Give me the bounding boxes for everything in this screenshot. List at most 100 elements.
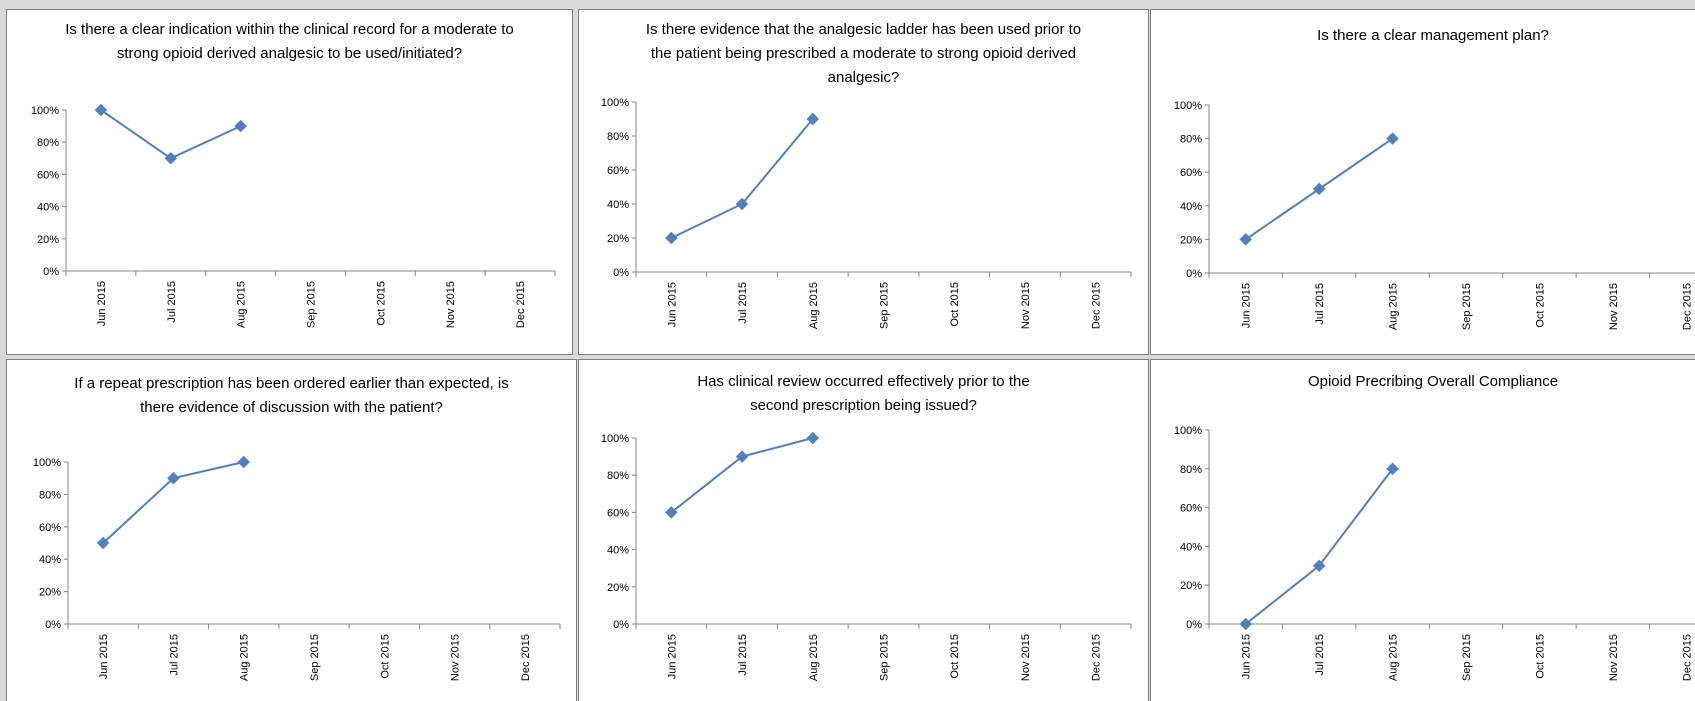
x-tick-label: Dec 2015: [1091, 634, 1103, 681]
x-tick-label: Oct 2015: [375, 281, 387, 326]
data-point: [665, 506, 678, 519]
y-tick-label: 20%: [39, 587, 61, 599]
data-point: [237, 455, 251, 469]
chart-panel-management-plan: Is there a clear management plan? 0% 20% 4…: [1150, 9, 1695, 355]
y-tick-label: 80%: [607, 470, 629, 482]
data-point: [806, 112, 820, 126]
y-tick-label: 20%: [37, 234, 59, 246]
y-tick-label: 60%: [1180, 167, 1202, 179]
x-tick-label: Jul 2015: [737, 282, 749, 324]
y-tick-label: 60%: [39, 522, 61, 534]
x-tick-label: Aug 2015: [236, 281, 248, 328]
y-tick-label: 40%: [607, 199, 629, 211]
x-tick-label: Aug 2015: [808, 282, 820, 329]
y-tick-label: 60%: [607, 165, 629, 177]
x-tick-label: Sep 2015: [1461, 283, 1473, 330]
x-tick-label: Aug 2015: [1388, 634, 1400, 681]
y-tick-label: 60%: [607, 507, 629, 519]
data-point: [1312, 559, 1326, 573]
y-tick-label: 0%: [43, 266, 59, 278]
data-point: [1386, 132, 1399, 145]
y-tick-label: 20%: [607, 582, 629, 594]
data-point: [1386, 462, 1399, 476]
chart-panel-repeat-prescription: If a repeat prescription has been ordere…: [6, 359, 577, 701]
y-tick-label: 40%: [39, 554, 61, 566]
x-tick-label: Aug 2015: [1388, 283, 1400, 330]
x-tick-label: Nov 2015: [1020, 634, 1032, 681]
y-tick-label: 20%: [1180, 580, 1202, 592]
x-tick-label: Nov 2015: [1608, 634, 1620, 681]
y-tick-label: 40%: [607, 545, 629, 557]
chart-plot: 0% 20% 40% 60% 80% 100% Jun 2015 Jul 2015 Aug 20…: [1174, 100, 1695, 330]
chart-panel-analgesic-ladder: Is there evidence that the analgesic lad…: [578, 9, 1149, 355]
chart-title: Is there a clear management plan?: [1317, 27, 1549, 44]
y-tick-label: 60%: [1180, 503, 1202, 515]
chart-title: If a repeat prescription has been ordere…: [74, 375, 509, 416]
x-tick-label: Jul 2015: [737, 634, 749, 676]
y-tick-label: 0%: [45, 619, 61, 631]
x-tick-label: Nov 2015: [1020, 282, 1032, 329]
y-tick-label: 0%: [613, 267, 629, 279]
y-tick-label: 100%: [601, 433, 629, 445]
chart-title: Has clinical review occurred effectively…: [697, 373, 1030, 414]
chart-plot: 0% 20% 40% 60% 80% 100% Jun 2015 Jul 2015 Aug 20…: [1174, 425, 1695, 681]
x-tick-label: Oct 2015: [1534, 283, 1546, 328]
x-tick-label: Jul 2015: [168, 634, 180, 676]
chart-plot: 0% 20% 40% 60% 80% 100% Jun 2015 Jul 2015 Aug 20…: [601, 97, 1132, 329]
x-tick-label: Sep 2015: [1461, 634, 1473, 681]
x-tick-label: Jun 2015: [666, 634, 678, 679]
y-tick-label: 100%: [33, 457, 61, 469]
y-tick-label: 80%: [607, 131, 629, 143]
x-tick-label: Sep 2015: [306, 281, 318, 328]
data-point: [1239, 233, 1253, 246]
y-tick-label: 100%: [601, 97, 629, 109]
y-tick-label: 20%: [1180, 234, 1202, 246]
chart-plot: 0% 20% 40% 60% 80% 100% Jun 2015 Jul 2015 Aug 20…: [33, 455, 561, 681]
x-tick-label: Jun 2015: [98, 634, 110, 679]
y-tick-label: 20%: [607, 233, 629, 245]
y-tick-label: 100%: [1174, 425, 1202, 437]
chart-plot: 0% 20% 40% 60% 80% 100% Jun 2015 Jul 2015 Aug 20…: [601, 431, 1132, 681]
chart-panel-clear-indication: Is there a clear indication within the c…: [6, 9, 573, 355]
x-tick-label: Dec 2015: [1681, 634, 1693, 681]
x-tick-label: Oct 2015: [1534, 634, 1546, 679]
x-tick-label: Jul 2015: [1314, 283, 1326, 325]
data-point: [735, 197, 749, 211]
y-tick-label: 40%: [1180, 541, 1202, 553]
x-tick-label: Dec 2015: [1091, 282, 1103, 329]
data-point: [1312, 182, 1326, 196]
x-tick-label: Jul 2015: [1314, 634, 1326, 676]
chart-title: Is there evidence that the analgesic lad…: [645, 21, 1082, 86]
data-point: [167, 471, 180, 485]
data-point: [735, 450, 749, 463]
x-tick-label: Jun 2015: [666, 282, 678, 327]
data-point: [665, 231, 678, 245]
x-tick-label: Dec 2015: [515, 281, 527, 328]
chart-panel-clinical-review: Has clinical review occurred effectively…: [578, 359, 1149, 701]
x-tick-label: Sep 2015: [879, 282, 891, 329]
y-tick-label: 0%: [1186, 268, 1202, 280]
y-tick-label: 80%: [1180, 134, 1202, 146]
series-line: [1245, 468, 1394, 625]
x-tick-label: Oct 2015: [949, 634, 961, 679]
y-tick-label: 80%: [1180, 464, 1202, 476]
x-tick-label: Oct 2015: [379, 634, 391, 679]
x-tick-label: Aug 2015: [808, 634, 820, 681]
chart-panel-overall-compliance: Opioid Precribing Overall Compliance 0% 2…: [1150, 359, 1695, 701]
series-line: [670, 437, 814, 514]
y-tick-label: 0%: [1186, 619, 1202, 631]
x-tick-label: Sep 2015: [879, 634, 891, 681]
data-point: [94, 103, 108, 117]
series-line: [100, 109, 242, 160]
x-tick-label: Dec 2015: [1681, 283, 1693, 330]
chart-plot: 0% 20% 40% 60% 80% 100% Jun 2015 Jul 2015 Aug 20…: [31, 103, 556, 328]
x-tick-label: Nov 2015: [450, 634, 462, 681]
y-tick-label: 40%: [37, 202, 59, 214]
y-tick-label: 80%: [37, 137, 59, 149]
data-point: [1239, 617, 1253, 631]
data-point: [164, 151, 178, 165]
y-tick-label: 100%: [1174, 100, 1202, 112]
x-tick-label: Nov 2015: [445, 281, 457, 328]
y-tick-label: 60%: [37, 169, 59, 181]
x-tick-label: Dec 2015: [520, 634, 532, 681]
